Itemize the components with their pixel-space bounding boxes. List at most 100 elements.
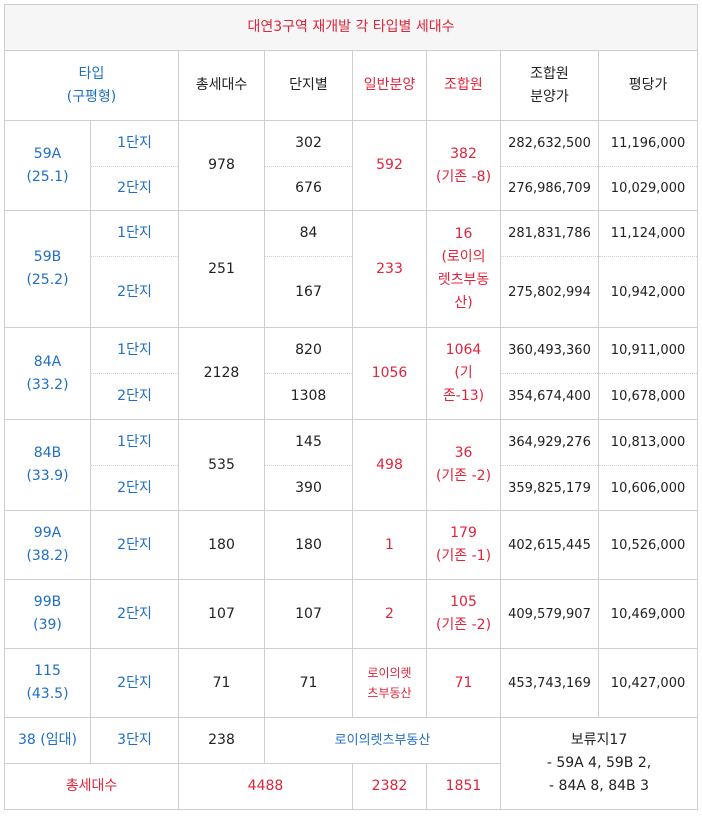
- header-member-price-label: 조합원: [530, 65, 569, 82]
- table-row: 38 (임대) 3단지 238 로이의렛츠부동산 보류지17 - 59A 4, …: [4, 717, 699, 810]
- general-cell: 로이의렛 츠부동산: [352, 648, 427, 718]
- total-cell: 978: [178, 120, 265, 211]
- price-cell: 402,615,445: [500, 510, 599, 580]
- general-cell: 1: [352, 510, 427, 580]
- member-note: (기존 -2): [435, 617, 492, 633]
- type-cell: 99A (38.2): [4, 510, 91, 580]
- units-cell: 820: [264, 327, 353, 374]
- totals-total: 4488: [178, 763, 353, 810]
- table-row: 2단지 390 359,825,179 10,606,000: [5, 465, 699, 511]
- complex-cell: 1단지: [90, 419, 179, 466]
- table-row: 115 (43.5) 2단지 71 71 로이의렛 츠부동산 71 453,74…: [4, 648, 699, 718]
- complex-cell: 1단지: [90, 210, 179, 257]
- units-cell: 180: [264, 510, 353, 580]
- type-cell: 38 (임대): [4, 717, 91, 764]
- table-row: 2단지 167 275,802,994 10,942,000: [5, 256, 699, 328]
- total-cell: 535: [178, 419, 265, 511]
- general-note-line2: 츠부동산: [367, 686, 412, 700]
- complex-cell: 2단지: [90, 166, 179, 211]
- header-general: 일반분양: [352, 50, 427, 121]
- complex-cell: 1단지: [90, 120, 179, 167]
- table-row: 59B (25.2) 1단지 251 84 233 16 (로이의 렛츠부동 산…: [4, 210, 699, 328]
- complex-cell: 2단지: [90, 510, 179, 580]
- member-note: (기존 -1): [435, 548, 492, 564]
- ppp-cell: 10,526,000: [597, 510, 699, 580]
- member-count: 16: [454, 226, 473, 242]
- type-name: 59A: [33, 145, 62, 162]
- type-cell: 84A (33.2): [4, 327, 91, 420]
- complex-cell: 2단지: [90, 465, 179, 511]
- type-name: 115: [34, 663, 61, 679]
- complex-cell: 2단지: [90, 648, 179, 718]
- type-name: 99B: [33, 594, 62, 610]
- type-pyeong: (39): [33, 617, 62, 633]
- totals-general: 2382: [352, 763, 427, 810]
- general-note-line1: 로이의렛: [367, 666, 412, 680]
- type-cell: 84B (33.9): [4, 419, 91, 511]
- member-cell: 1064 (기 존-13): [426, 327, 501, 420]
- table-row: 2단지 676 276,986,709 10,029,000: [5, 166, 699, 211]
- general-cell: 498: [352, 419, 427, 511]
- member-note-line2: 존-13): [442, 388, 485, 404]
- table-row: 84A (33.2) 1단지 2128 820 1056 1064 (기 존-1…: [4, 327, 699, 420]
- total-cell: 107: [178, 579, 265, 649]
- type-pyeong: (33.2): [26, 376, 69, 393]
- header-type-sub: (구평형): [66, 88, 117, 105]
- units-cell: 676: [264, 166, 353, 211]
- total-cell: 2128: [178, 327, 265, 420]
- type-name: 99A: [33, 525, 62, 541]
- member-count: 105: [450, 594, 477, 610]
- reserve-line3: - 84A 8, 84B 3: [549, 778, 649, 794]
- price-cell: 282,632,500: [500, 120, 599, 167]
- type-cell: 99B (39): [4, 579, 91, 649]
- member-cell: 382 (기존 -8): [426, 120, 501, 211]
- member-note: (기존 -8): [435, 168, 492, 185]
- complex-cell: 1단지: [90, 327, 179, 374]
- header-per-pyeong: 평당가: [597, 50, 699, 121]
- header-type-label: 타입: [78, 65, 105, 82]
- member-cell: 71: [426, 648, 501, 718]
- ppp-cell: 11,196,000: [597, 120, 699, 167]
- ppp-cell: 10,942,000: [597, 256, 699, 328]
- units-cell: 107: [264, 579, 353, 649]
- price-cell: 281,831,786: [500, 210, 599, 257]
- type-pyeong: (33.9): [26, 468, 69, 484]
- member-note-line2: 렛츠부동: [437, 272, 490, 288]
- header-member: 조합원: [426, 50, 501, 121]
- price-cell: 359,825,179: [500, 465, 599, 511]
- member-count: 382: [450, 145, 477, 162]
- ppp-cell: 10,427,000: [597, 648, 699, 718]
- header-complex: 단지별: [264, 50, 353, 121]
- type-pyeong: (38.2): [26, 548, 69, 564]
- member-note-line3: 산): [454, 295, 473, 311]
- price-cell: 354,674,400: [500, 373, 599, 420]
- complex-cell: 2단지: [90, 579, 179, 649]
- type-name: 84B: [33, 445, 62, 461]
- price-cell: 364,929,276: [500, 419, 599, 466]
- ppp-cell: 10,469,000: [597, 579, 699, 649]
- type-cell: 115 (43.5): [4, 648, 91, 718]
- type-cell: 59B (25.2): [4, 210, 91, 328]
- units-cell: 71: [264, 648, 353, 718]
- total-cell: 180: [178, 510, 265, 580]
- member-note: (로이의: [441, 249, 486, 265]
- type-cell: 59A (25.1): [4, 120, 91, 211]
- rental-note: 로이의렛츠부동산: [264, 717, 501, 764]
- total-cell: 71: [178, 648, 265, 718]
- member-count: 36: [454, 445, 473, 461]
- ppp-cell: 10,911,000: [597, 327, 699, 374]
- units-cell: 302: [264, 120, 353, 167]
- ppp-cell: 10,678,000: [597, 373, 699, 420]
- table-title: 대연3구역 재개발 각 타입별 세대수: [3, 4, 699, 51]
- member-cell: 105 (기존 -2): [426, 579, 501, 649]
- header-row: 타입 (구평형) 총세대수 단지별 일반분양 조합원 조합원 분양가 평당가: [4, 50, 699, 121]
- totals-member: 1851: [426, 763, 501, 810]
- general-cell: 2: [352, 579, 427, 649]
- table-row: 99B (39) 2단지 107 107 2 105 (기존 -2) 409,5…: [4, 579, 699, 649]
- ppp-cell: 10,813,000: [597, 419, 699, 466]
- reserve-line1: 보류지17: [570, 732, 628, 748]
- member-note: (기: [454, 365, 473, 381]
- ppp-cell: 11,124,000: [597, 210, 699, 257]
- units-cell: 145: [264, 419, 353, 466]
- type-pyeong: (25.2): [26, 272, 69, 288]
